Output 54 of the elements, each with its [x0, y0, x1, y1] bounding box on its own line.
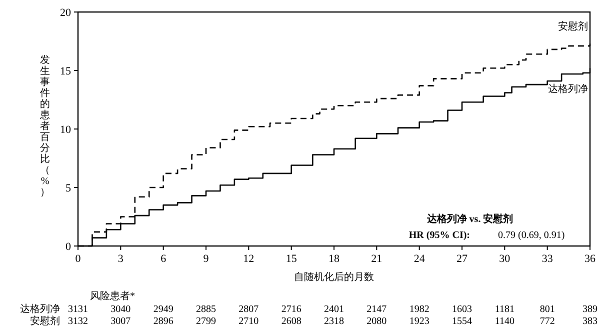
text: 3132 [68, 316, 88, 327]
text: 2318 [324, 316, 344, 327]
x-tick-label: 24 [414, 253, 426, 265]
annotation: 达格列净 vs. 安慰剂 [426, 213, 514, 225]
x-tick-label: 21 [371, 253, 382, 265]
x-tick-label: 36 [584, 253, 596, 265]
y-tick-label: 20 [60, 6, 72, 19]
text: 2885 [196, 304, 216, 315]
annotation: 0.79 (0.69, 0.91) [498, 230, 565, 241]
series-label: 安慰剂 [558, 20, 588, 33]
y-tick-label: 15 [60, 65, 72, 78]
text: 1982 [409, 304, 430, 315]
text: 2710 [238, 316, 259, 327]
x-tick-label: 30 [499, 253, 511, 265]
text: 801 [540, 304, 555, 315]
text: 达格列净 [20, 303, 60, 315]
text: 1140 [494, 316, 514, 327]
x-tick-label: 9 [203, 253, 210, 265]
text: 2949 [153, 304, 174, 315]
text: 风险患者* [90, 290, 135, 302]
text: 2807 [238, 304, 259, 315]
x-tick-label: 33 [542, 253, 554, 265]
text: 2080 [366, 316, 387, 327]
x-tick-label: 0 [75, 253, 82, 265]
annotation: HR (95% CI): [408, 230, 470, 241]
text: 2716 [281, 304, 302, 315]
y-tick-label: 0 [66, 240, 72, 253]
x-tick-label: 27 [456, 253, 468, 265]
y-tick-label: 10 [60, 124, 72, 136]
text: 1923 [409, 316, 430, 327]
text: 772 [540, 316, 555, 327]
text: 2896 [153, 316, 174, 327]
x-axis-title: 自随机化后的月数 [294, 271, 374, 283]
x-tick-label: 18 [328, 253, 340, 265]
x-tick-label: 12 [243, 253, 254, 265]
text: 安慰剂 [30, 315, 60, 327]
text: 2147 [366, 304, 387, 315]
text: 发生事件的患者百分比（%） [40, 55, 50, 198]
x-tick-label: 6 [160, 253, 167, 265]
text: 2401 [324, 304, 344, 315]
text: 383 [582, 316, 598, 327]
text: 3007 [110, 316, 131, 327]
x-tick-label: 15 [286, 253, 298, 265]
x-tick-label: 3 [118, 253, 124, 265]
text: 2608 [281, 316, 302, 327]
text: 1603 [452, 304, 472, 315]
y-tick-label: 5 [66, 182, 72, 194]
text: 3040 [110, 304, 131, 315]
text: 1181 [494, 304, 514, 315]
text: 2799 [196, 316, 216, 327]
text: 1554 [452, 316, 472, 327]
text: 3131 [68, 304, 88, 315]
text: 389 [582, 304, 598, 315]
series-label: 达格列净 [548, 83, 588, 96]
